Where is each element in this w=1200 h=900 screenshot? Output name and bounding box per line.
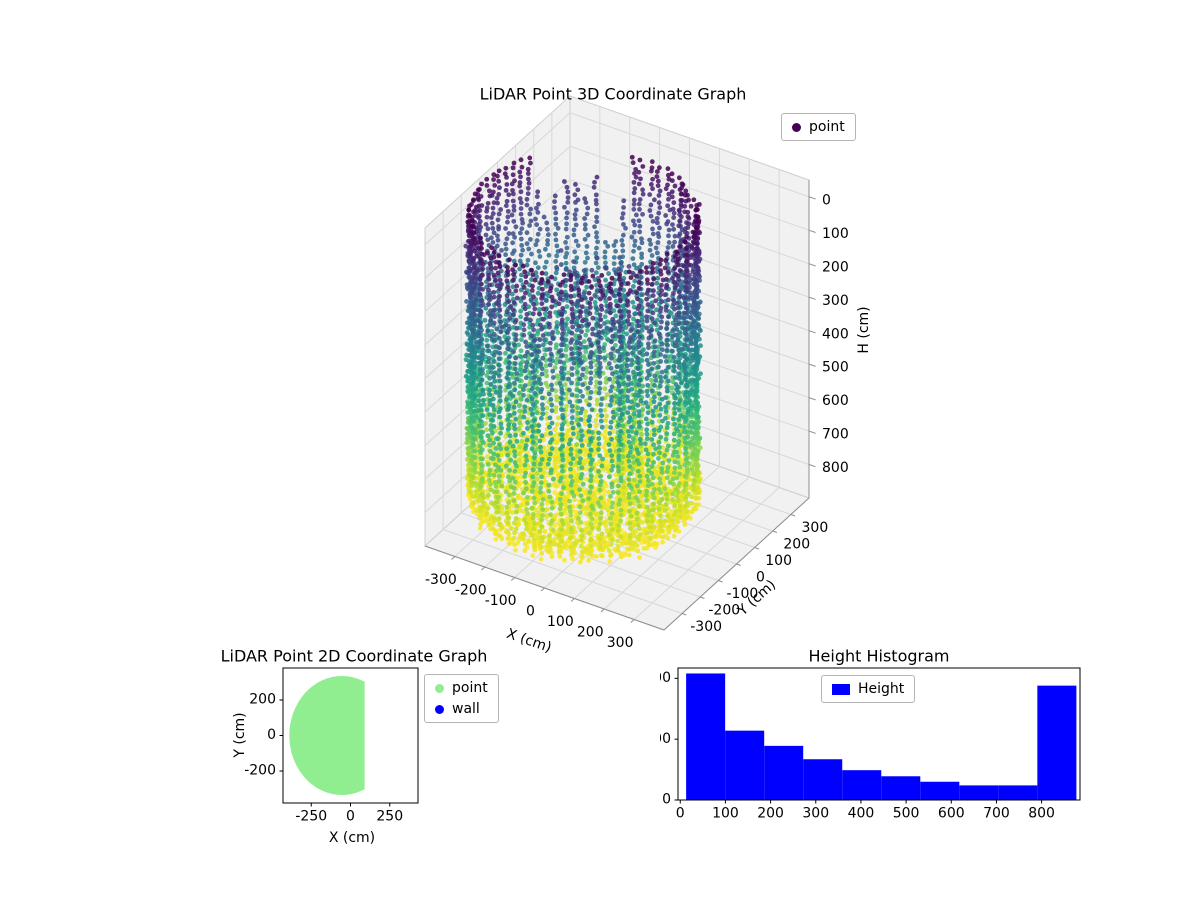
plot-2d-legend: point wall: [424, 674, 499, 723]
legend-label: point: [452, 680, 488, 696]
point-marker-icon: [435, 683, 444, 693]
plot-2d-xaxis-label: X (cm): [328, 830, 376, 846]
plot-3d-zaxis-label: H (cm): [856, 306, 872, 354]
height-bar-swatch-icon: [832, 683, 850, 695]
histogram-title: Height Histogram: [808, 646, 950, 666]
plot-3d-canvas: [330, 80, 890, 650]
legend-item: Height: [832, 681, 904, 697]
wall-marker-icon: [435, 704, 444, 714]
plot-3d-legend: point: [781, 113, 856, 141]
legend-label: wall: [452, 701, 480, 717]
legend-label: Height: [858, 681, 905, 697]
point-marker-icon: [792, 122, 801, 132]
plot-3d-title: LiDAR Point 3D Coordinate Graph: [479, 84, 747, 104]
histogram-legend: Height: [821, 675, 916, 703]
plot-2d-yaxis-label: Y (cm): [232, 712, 248, 758]
legend-label: point: [809, 119, 845, 135]
legend-item: point: [792, 119, 845, 135]
legend-item: point: [435, 680, 488, 696]
legend-item: wall: [435, 701, 488, 717]
plot-2d-title: LiDAR Point 2D Coordinate Graph: [220, 646, 488, 666]
